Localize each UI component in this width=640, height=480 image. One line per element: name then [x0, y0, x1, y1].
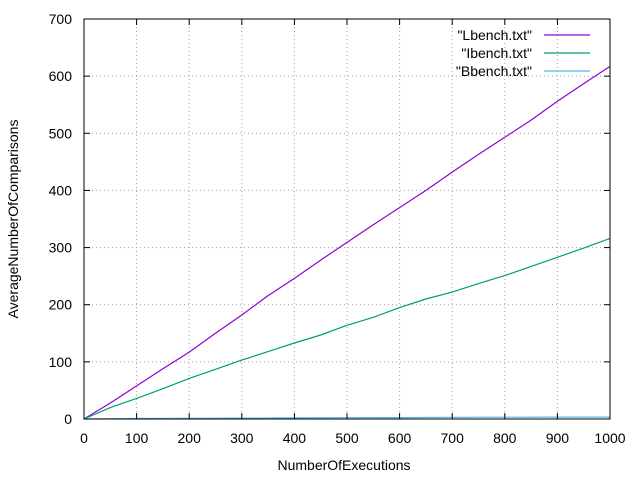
- y-tick-label: 200: [49, 297, 73, 313]
- x-tick-label: 400: [283, 430, 307, 446]
- legend: "Lbench.txt" "Ibench.txt" "Bbench.txt": [456, 27, 590, 79]
- x-tick-label: 900: [546, 430, 570, 446]
- y-axis-label: AverageNumberOfComparisons: [5, 120, 21, 319]
- grid-lines: [84, 19, 610, 419]
- legend-label-0: "Lbench.txt": [457, 27, 532, 43]
- x-tick-label: 500: [335, 430, 359, 446]
- x-tick-label: 800: [493, 430, 517, 446]
- x-tick-label: 600: [388, 430, 412, 446]
- y-tick-label: 600: [49, 68, 73, 84]
- axis-ticks: 0 100 200 300 400 500 600 700 800 900 1000 0 100 200 3…: [49, 11, 626, 446]
- x-tick-label: 1000: [594, 430, 625, 446]
- y-tick-label: 300: [49, 240, 73, 256]
- y-tick-label: 500: [49, 125, 73, 141]
- legend-label-1: "Ibench.txt": [461, 45, 532, 61]
- y-tick-label: 100: [49, 354, 73, 370]
- series-line-1: [83, 237, 611, 420]
- x-tick-label: 700: [441, 430, 465, 446]
- x-tick-label: 200: [178, 430, 202, 446]
- x-tick-label: 300: [230, 430, 254, 446]
- legend-label-2: "Bbench.txt": [456, 63, 532, 79]
- y-tick-label: 700: [49, 11, 73, 27]
- x-tick-label: 0: [80, 430, 88, 446]
- series-line-0: [83, 65, 611, 420]
- y-tick-label: 400: [49, 182, 73, 198]
- x-tick-label: 100: [125, 430, 149, 446]
- y-tick-label: 0: [64, 411, 72, 427]
- x-axis-label: NumberOfExecutions: [277, 457, 410, 473]
